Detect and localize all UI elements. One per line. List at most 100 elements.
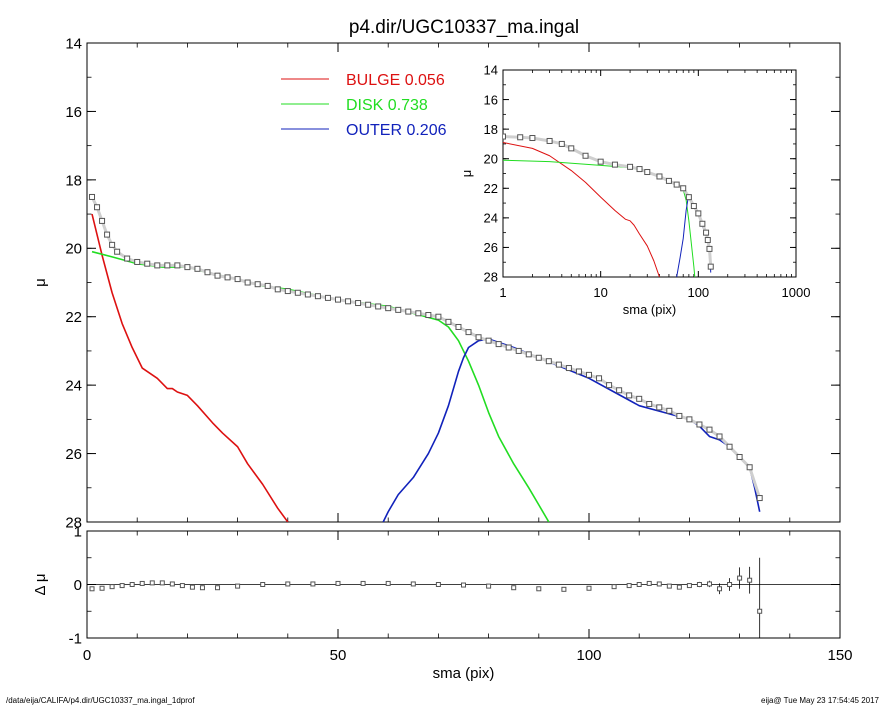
residual-point [109, 584, 115, 590]
data-point [345, 298, 352, 305]
data-point [214, 272, 221, 279]
inset-ylabel: μ [459, 170, 474, 178]
legend-label-outer: OUTER 0.206 [346, 122, 447, 139]
legend-label-bulge: BULGE 0.056 [346, 72, 445, 89]
data-point [685, 194, 692, 201]
data-band [90, 196, 762, 499]
data-point [385, 305, 392, 312]
residual-point [360, 580, 366, 586]
data-point [154, 262, 161, 269]
footer-timestamp: eija@ Tue May 23 17:54:45 2017 [761, 696, 879, 705]
data-point [706, 426, 713, 433]
data-point [114, 248, 121, 255]
bulge-line [91, 213, 289, 522]
data-point [164, 262, 171, 269]
inset-xtick-label: 10 [593, 285, 607, 300]
residual-point [611, 584, 617, 590]
data-point [525, 351, 532, 358]
data-point [646, 400, 653, 407]
data-point [626, 392, 633, 399]
data-point [485, 337, 492, 344]
residual-xtick-label: 0 [83, 647, 91, 664]
data-point [495, 341, 502, 348]
data-point [673, 181, 680, 188]
data-point [665, 177, 672, 184]
data-point [636, 166, 643, 173]
data-point [94, 204, 101, 211]
data-point [324, 294, 331, 301]
data-point [515, 347, 522, 354]
residual-point [139, 580, 145, 586]
data-point [109, 241, 116, 248]
residual-point [149, 580, 155, 586]
residual-xtick-label: 150 [827, 647, 852, 664]
data-point [529, 135, 536, 142]
residual-point [285, 581, 291, 587]
data-point [395, 306, 402, 313]
residual-point [89, 586, 95, 592]
main-ytick-label: 16 [65, 104, 82, 121]
residual-point [666, 583, 672, 589]
data-point [686, 416, 693, 423]
residual-xtick-label: 50 [330, 647, 347, 664]
residual-point [159, 580, 165, 586]
residual-point [696, 582, 702, 587]
main-ytick-label: 26 [65, 446, 82, 463]
data-point [99, 217, 106, 224]
data-point [636, 395, 643, 402]
main-plot: 14 16 18 20 22 24 26 28 μ BULGE 0.056 DISK 0.738 OU… [32, 35, 841, 531]
data-point [104, 231, 111, 238]
data-point [644, 169, 651, 176]
data-point [597, 158, 604, 165]
residual-ytick-label: -1 [69, 630, 82, 647]
disk-line [91, 250, 550, 522]
data-point [254, 281, 261, 288]
residual-point [511, 585, 517, 591]
chart-title: p4.dir/UGC10337_ma.ingal [349, 17, 579, 38]
residual-point [199, 585, 205, 591]
data-point [656, 404, 663, 411]
data-point [335, 296, 341, 303]
data-point [666, 407, 673, 414]
data-point [124, 255, 131, 262]
residual-point [169, 581, 175, 587]
residual-point [335, 580, 341, 586]
data-point [314, 293, 321, 300]
residual-plot-area [87, 557, 840, 638]
residual-point [536, 586, 542, 592]
main-ytick-label: 14 [65, 35, 82, 52]
residual-point [410, 581, 416, 587]
data-point [415, 310, 422, 317]
inset-xtick-label: 1000 [782, 285, 811, 300]
data-point [546, 137, 553, 144]
inset-plot: 1 10 100 1000 14 16 18 20 22 24 26 28 sma (pix) μ [459, 63, 810, 317]
data-point [144, 260, 151, 267]
data-point [294, 289, 301, 296]
residual-point [179, 583, 185, 589]
residual-ytick-label: 1 [74, 523, 82, 540]
data-point [716, 433, 723, 440]
residual-ytick-label: 0 [74, 577, 82, 594]
main-ytick-label: 24 [65, 378, 82, 395]
data-point [696, 421, 703, 428]
inset-xtick-label: 100 [687, 285, 709, 300]
data-point [656, 173, 663, 180]
data-point [699, 220, 706, 227]
residual-point [636, 582, 642, 587]
residual-xlabel: sma (pix) [433, 665, 495, 682]
data-point [134, 258, 141, 265]
footer-file-path: /data/eija/CALIFA/p4.dir/UGC10337_ma.ing… [6, 696, 195, 705]
data-point [274, 286, 281, 293]
data-point [680, 185, 687, 192]
data-point [707, 263, 714, 270]
residual-point [215, 585, 221, 591]
data-point [89, 193, 96, 200]
residual-point [676, 584, 682, 590]
inset-ytick-label: 14 [484, 63, 498, 78]
data-point [746, 464, 753, 471]
inset-xtick-label: 1 [499, 285, 506, 300]
data-point [517, 134, 524, 141]
main-plot-area [89, 193, 763, 522]
